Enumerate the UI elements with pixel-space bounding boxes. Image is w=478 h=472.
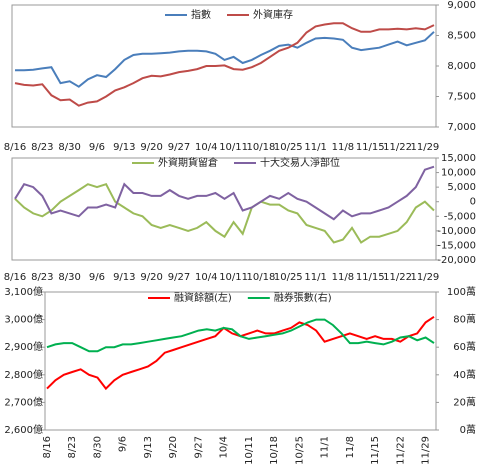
legend-label: 融資餘額(左) (174, 291, 232, 304)
x-tick-label: 10/18 (269, 436, 280, 465)
x-tick-label: 9/20 (140, 272, 162, 283)
x-tick-label: 10/18 (247, 142, 276, 153)
x-tick-label: 10/4 (195, 142, 217, 153)
legend-label: 指數 (191, 8, 211, 21)
series-line (14, 165, 435, 221)
legend-label: 融券張數(右) (274, 291, 332, 304)
x-tick-label: 11/15 (356, 272, 385, 283)
x-tick-label: 11/29 (410, 272, 439, 283)
x-tick-label: 8/30 (58, 272, 80, 283)
x-tick-label: 10/25 (274, 272, 303, 283)
series-line (14, 182, 435, 244)
y-tick-label: 2,700億 (4, 395, 43, 408)
y-tick-label: -15,000 (437, 240, 476, 251)
y-tick-label: -5,000 (444, 211, 476, 222)
y-tick-label: 20萬 (453, 395, 476, 408)
x-tick-label: 11/8 (332, 142, 354, 153)
y-tick-label: 10,000 (441, 168, 476, 179)
x-tick-label: 9/27 (168, 142, 190, 153)
x-tick-label: 11/1 (304, 272, 326, 283)
x-tick-label: 8/23 (31, 142, 53, 153)
x-tick-label: 9/13 (143, 436, 154, 458)
x-tick-label: 8/30 (92, 436, 103, 458)
x-tick-label: 9/20 (140, 142, 162, 153)
x-tick-label: 8/16 (42, 436, 53, 458)
x-tick-label: 8/23 (67, 436, 78, 458)
y-tick-label: -20,000 (437, 255, 476, 266)
x-tick-label: 9/6 (118, 436, 129, 452)
x-tick-label: 9/27 (193, 436, 204, 458)
x-tick-label: 11/22 (383, 272, 412, 283)
x-tick-label: 10/11 (219, 272, 248, 283)
x-tick-label: 9/20 (168, 436, 179, 458)
legend-label: 十大交易人淨部位 (260, 156, 340, 169)
x-tick-label: 8/30 (58, 142, 80, 153)
y-tick-label: 2,800億 (4, 368, 43, 381)
x-tick-label: 11/29 (410, 142, 439, 153)
y-tick-label: 7,000 (447, 122, 476, 133)
x-tick-label: 9/6 (89, 272, 105, 283)
plot-frame (44, 291, 437, 431)
x-tick-label: 9/6 (89, 142, 105, 153)
y-tick-label: 40萬 (453, 368, 476, 381)
x-tick-label: 10/18 (247, 272, 276, 283)
x-tick-label: 9/13 (113, 272, 135, 283)
series-line (46, 315, 435, 391)
plot-frame (11, 157, 437, 261)
y-tick-label: 7,500 (447, 92, 476, 103)
y-tick-label: 9,000 (447, 0, 476, 11)
x-tick-label: 9/13 (113, 142, 135, 153)
x-tick-label: 11/8 (332, 272, 354, 283)
x-tick-label: 9/27 (168, 272, 190, 283)
y-tick-label: 5,000 (447, 182, 476, 193)
y-tick-label: 80萬 (453, 313, 476, 326)
y-tick-label: 0 (470, 197, 476, 208)
y-tick-label: 3,000億 (4, 313, 43, 326)
series-line (14, 22, 435, 107)
x-tick-label: 10/25 (294, 436, 305, 465)
y-tick-label: 100萬 (447, 285, 476, 298)
x-tick-label: 11/15 (356, 142, 385, 153)
x-tick-label: 10/4 (195, 272, 217, 283)
legend-label: 外資庫存 (253, 8, 293, 21)
legend-label: 外資期貨留倉 (158, 156, 218, 169)
x-tick-label: 11/8 (345, 436, 356, 458)
x-tick-label: 11/1 (304, 142, 326, 153)
x-tick-label: 11/15 (370, 436, 381, 465)
x-tick-label: 8/23 (31, 272, 53, 283)
x-tick-label: 10/25 (274, 142, 303, 153)
y-tick-label: 8,500 (447, 31, 476, 42)
x-tick-label: 11/29 (421, 436, 432, 465)
y-tick-label: 3,100億 (4, 285, 43, 298)
x-tick-label: 8/16 (4, 272, 26, 283)
y-tick-label: 15,000 (441, 153, 476, 164)
x-tick-label: 10/11 (219, 142, 248, 153)
x-tick-label: 11/22 (395, 436, 406, 465)
x-tick-label: 11/22 (383, 142, 412, 153)
y-tick-label: 8,000 (447, 61, 476, 72)
series-line (15, 31, 435, 88)
x-tick-label: 11/1 (320, 436, 331, 458)
x-tick-label: 10/11 (244, 436, 255, 465)
y-tick-label: 0萬 (460, 423, 476, 436)
y-tick-label: 2,600億 (4, 423, 43, 436)
y-tick-label: -10,000 (437, 226, 476, 237)
y-tick-label: 60萬 (453, 340, 476, 353)
series-line (46, 318, 435, 353)
y-tick-label: 2,900億 (4, 340, 43, 353)
x-tick-label: 10/4 (219, 436, 230, 458)
x-tick-label: 8/16 (4, 142, 26, 153)
